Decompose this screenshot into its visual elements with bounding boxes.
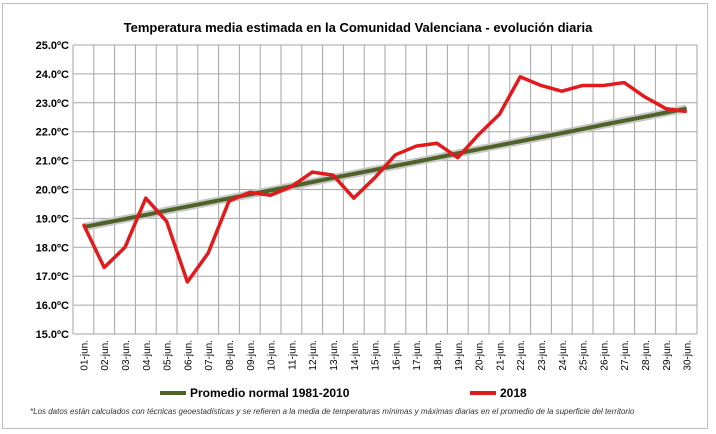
x-tick-label: 28-jun.	[641, 340, 652, 371]
y-tick-label: 22.0ºC	[36, 127, 69, 139]
y-tick-label: 25.0ºC	[36, 40, 69, 52]
x-tick-label: 19-jun.	[454, 340, 465, 371]
y-tick-label: 23.0ºC	[36, 98, 69, 110]
x-tick-label: 03-jun.	[121, 340, 132, 371]
x-tick-label: 17-jun.	[412, 340, 423, 371]
y-tick-label: 24.0ºC	[36, 69, 69, 81]
x-tick-label: 12-jun.	[308, 340, 319, 371]
x-tick-label: 16-jun.	[391, 340, 402, 371]
legend-label: Promedio normal 1981-2010	[190, 386, 350, 400]
x-tick-label: 13-jun.	[329, 340, 340, 371]
y-tick-label: 21.0ºC	[36, 156, 69, 168]
x-tick-label: 06-jun.	[183, 340, 194, 371]
y-tick-label: 15.0ºC	[36, 329, 69, 341]
y-tick-label: 17.0ºC	[36, 271, 69, 283]
series-line-2018	[81, 75, 687, 284]
x-tick-label: 23-jun.	[537, 340, 548, 371]
x-tick-label: 14-jun.	[350, 340, 361, 371]
x-tick-label: 01-jun.	[79, 340, 90, 371]
chart-title: Temperatura media estimada en la Comunid…	[123, 20, 593, 35]
x-tick-label: 30-jun.	[683, 340, 694, 371]
y-tick-label: 20.0ºC	[36, 185, 69, 197]
x-tick-label: 18-jun.	[433, 340, 444, 371]
x-tick-label: 11-jun.	[287, 340, 298, 370]
y-tick-label: 16.0ºC	[36, 300, 69, 312]
x-tick-label: 04-jun.	[142, 340, 153, 371]
x-tick-label: 15-jun.	[371, 340, 382, 371]
x-tick-label: 10-jun.	[267, 340, 278, 371]
y-tick-label: 19.0ºC	[36, 213, 69, 225]
x-tick-label: 24-jun.	[558, 340, 569, 371]
chart-frame	[2, 3, 708, 429]
x-tick-label: 07-jun.	[204, 340, 215, 371]
x-tick-label: 22-jun.	[516, 340, 527, 371]
legend-label: 2018	[500, 386, 527, 400]
footnote: *Los datos están calculados con técnicas…	[30, 407, 635, 416]
x-tick-label: 26-jun.	[599, 340, 610, 371]
x-tick-label: 08-jun.	[225, 340, 236, 371]
x-tick-label: 05-jun.	[163, 340, 174, 371]
x-tick-label: 25-jun.	[579, 340, 590, 371]
x-tick-label: 27-jun.	[620, 340, 631, 371]
x-tick-label: 21-jun.	[495, 340, 506, 371]
x-tick-label: 09-jun.	[246, 340, 257, 371]
x-tick-label: 02-jun.	[100, 340, 111, 371]
y-tick-label: 18.0ºC	[36, 242, 69, 254]
x-tick-label: 20-jun.	[475, 340, 486, 371]
x-tick-label: 29-jun.	[662, 340, 673, 371]
